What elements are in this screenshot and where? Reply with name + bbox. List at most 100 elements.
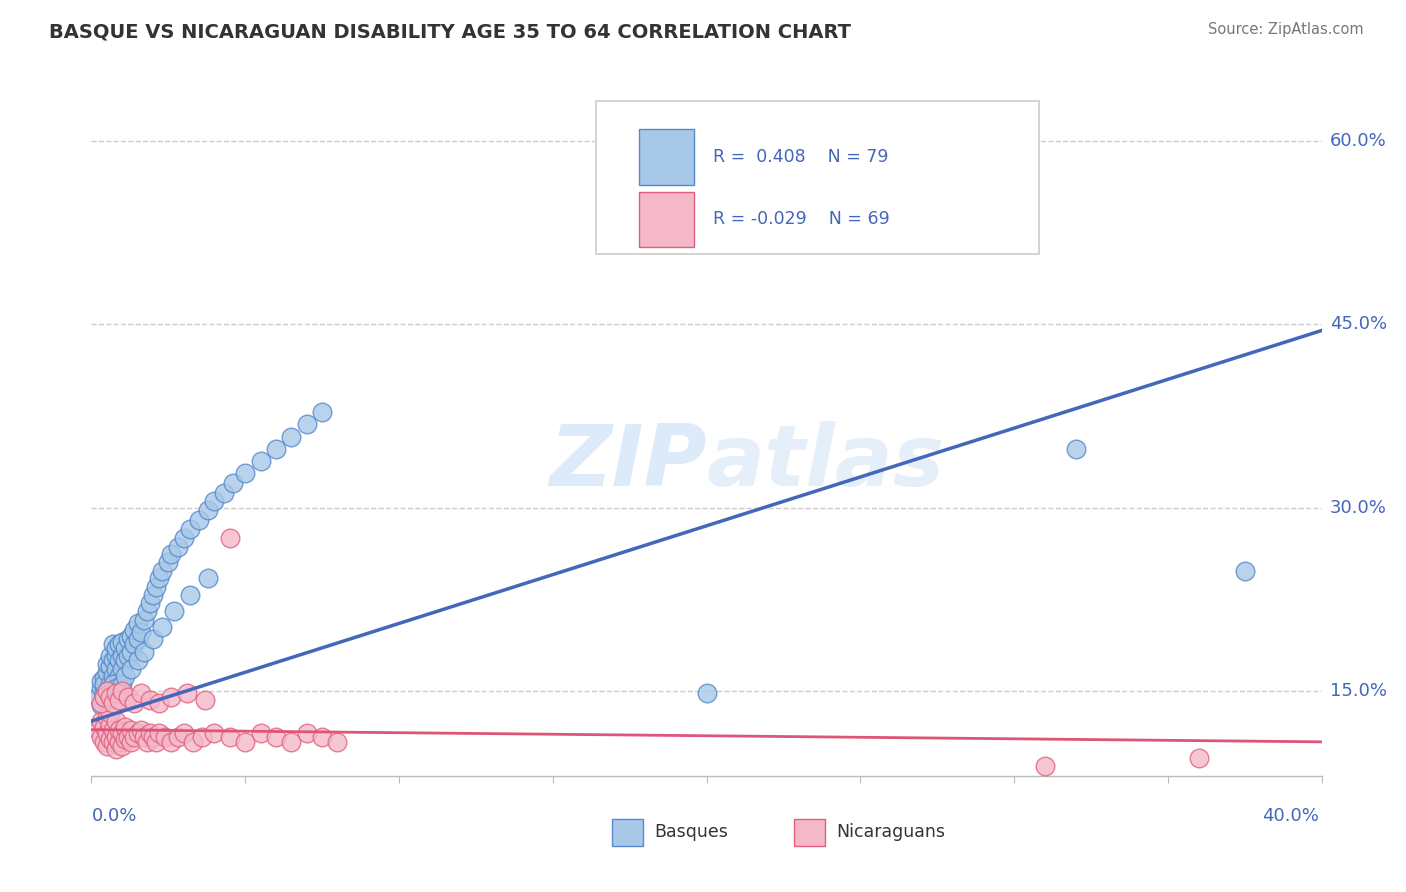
Point	[311, 405, 333, 419]
Point	[105, 673, 127, 688]
Point	[129, 625, 152, 640]
Point	[108, 686, 131, 700]
Point	[108, 735, 131, 749]
Point	[188, 513, 211, 527]
Text: 45.0%: 45.0%	[1330, 316, 1388, 334]
Point	[124, 730, 146, 744]
Point	[98, 732, 121, 747]
Point	[111, 649, 134, 664]
Point	[101, 735, 124, 749]
Point	[111, 726, 134, 740]
Point	[163, 604, 186, 618]
Text: R = -0.029    N = 69: R = -0.029 N = 69	[713, 211, 890, 228]
Point	[280, 735, 302, 749]
Point	[173, 726, 195, 740]
Point	[114, 640, 136, 655]
Point	[295, 726, 318, 740]
Point	[98, 718, 121, 732]
Point	[212, 486, 235, 500]
Point	[145, 580, 167, 594]
FancyBboxPatch shape	[596, 101, 1039, 254]
Point	[93, 690, 115, 704]
Point	[197, 571, 219, 585]
Point	[93, 677, 115, 691]
Text: ZIP: ZIP	[548, 421, 706, 505]
Point	[90, 696, 112, 710]
Point	[114, 732, 136, 747]
Point	[218, 531, 240, 545]
Point	[696, 686, 718, 700]
Point	[108, 653, 131, 667]
Point	[181, 735, 204, 749]
Point	[233, 735, 256, 749]
Point	[108, 723, 131, 737]
Point	[111, 683, 134, 698]
Point	[129, 723, 152, 737]
Point	[108, 669, 131, 683]
Text: 30.0%: 30.0%	[1330, 499, 1386, 516]
Point	[105, 662, 127, 676]
Point	[222, 476, 245, 491]
Point	[153, 730, 177, 744]
Point	[326, 735, 349, 749]
Point	[150, 620, 173, 634]
Point	[148, 571, 170, 585]
Point	[120, 735, 142, 749]
Point	[132, 644, 155, 658]
Point	[101, 637, 124, 651]
Point	[98, 690, 121, 704]
Point	[135, 604, 157, 618]
Point	[280, 430, 302, 444]
Point	[90, 673, 112, 688]
Point	[111, 662, 134, 676]
Point	[139, 726, 162, 740]
Point	[96, 657, 118, 671]
Point	[101, 669, 124, 683]
Point	[148, 696, 170, 710]
Text: BASQUE VS NICARAGUAN DISABILITY AGE 35 TO 64 CORRELATION CHART: BASQUE VS NICARAGUAN DISABILITY AGE 35 T…	[49, 22, 851, 41]
Point	[124, 623, 146, 637]
Point	[105, 730, 127, 744]
Point	[1187, 750, 1209, 764]
Point	[117, 632, 139, 647]
Point	[93, 720, 115, 734]
Text: 40.0%: 40.0%	[1263, 807, 1319, 825]
Text: Basques: Basques	[654, 823, 728, 841]
Point	[93, 672, 115, 686]
Point	[98, 706, 121, 720]
Point	[101, 696, 124, 710]
Point	[114, 653, 136, 667]
Bar	[794, 819, 825, 846]
Point	[105, 640, 127, 655]
Point	[191, 730, 214, 744]
Point	[129, 686, 152, 700]
Point	[249, 726, 271, 740]
Point	[117, 690, 139, 704]
Point	[160, 735, 183, 749]
Point	[86, 723, 108, 737]
Text: R =  0.408    N = 79: R = 0.408 N = 79	[713, 148, 889, 166]
Point	[96, 683, 118, 698]
Point	[194, 693, 217, 707]
Point	[120, 662, 142, 676]
Point	[160, 547, 183, 561]
Point	[90, 714, 112, 728]
Point	[96, 739, 118, 753]
Text: 60.0%: 60.0%	[1330, 132, 1386, 151]
Point	[101, 653, 124, 667]
Point	[96, 683, 118, 698]
Point	[148, 726, 170, 740]
Point	[105, 686, 127, 700]
Bar	[638, 129, 695, 185]
Point	[114, 669, 136, 683]
Point	[117, 649, 139, 664]
Point	[179, 588, 201, 602]
Point	[108, 637, 131, 651]
Point	[120, 644, 142, 658]
Bar	[612, 819, 643, 846]
Point	[90, 681, 112, 695]
Point	[127, 616, 149, 631]
Point	[96, 693, 118, 707]
Point	[160, 690, 183, 704]
Point	[142, 632, 165, 647]
